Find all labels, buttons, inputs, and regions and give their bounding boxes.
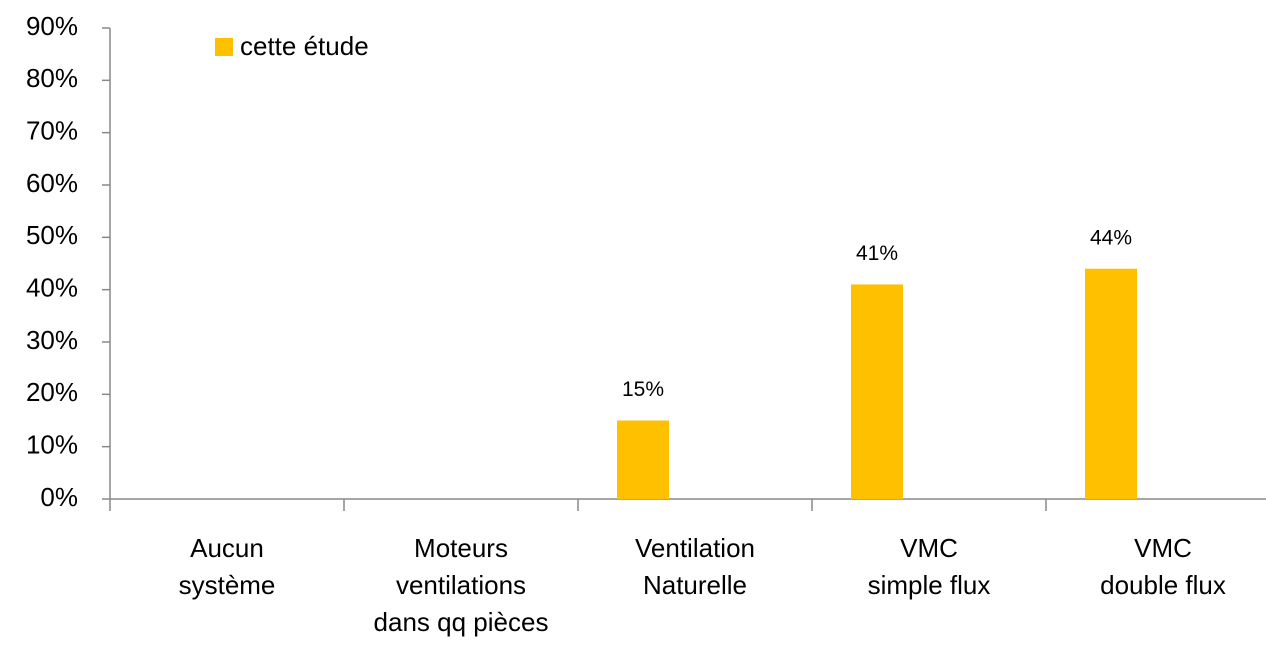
x-tick-label: Ventilation Naturelle (635, 533, 755, 600)
bar (851, 284, 903, 499)
y-tick-label: 70% (26, 116, 78, 146)
x-tick-label: VMC double flux (1100, 533, 1226, 600)
x-tick-label: Moteurs ventilations dans qq pièces (374, 533, 549, 637)
y-tick-label: 90% (26, 11, 78, 41)
y-tick-label: 30% (26, 325, 78, 355)
y-tick-label: 0% (40, 482, 78, 512)
data-label: 15% (622, 378, 664, 401)
legend-label: cette étude (240, 31, 369, 61)
bar (617, 420, 669, 499)
y-tick-label: 50% (26, 220, 78, 250)
x-tick-label: Aucun système (179, 533, 276, 600)
legend-swatch (215, 38, 233, 56)
y-tick-label: 60% (26, 168, 78, 198)
y-tick-label: 20% (26, 377, 78, 407)
y-tick-label: 40% (26, 273, 78, 303)
data-label: 41% (856, 242, 898, 265)
y-tick-label: 10% (26, 430, 78, 460)
bar (1085, 268, 1137, 499)
y-tick-label: 80% (26, 63, 78, 93)
x-tick-label: VMC simple flux (868, 533, 991, 600)
data-label: 44% (1090, 226, 1132, 249)
